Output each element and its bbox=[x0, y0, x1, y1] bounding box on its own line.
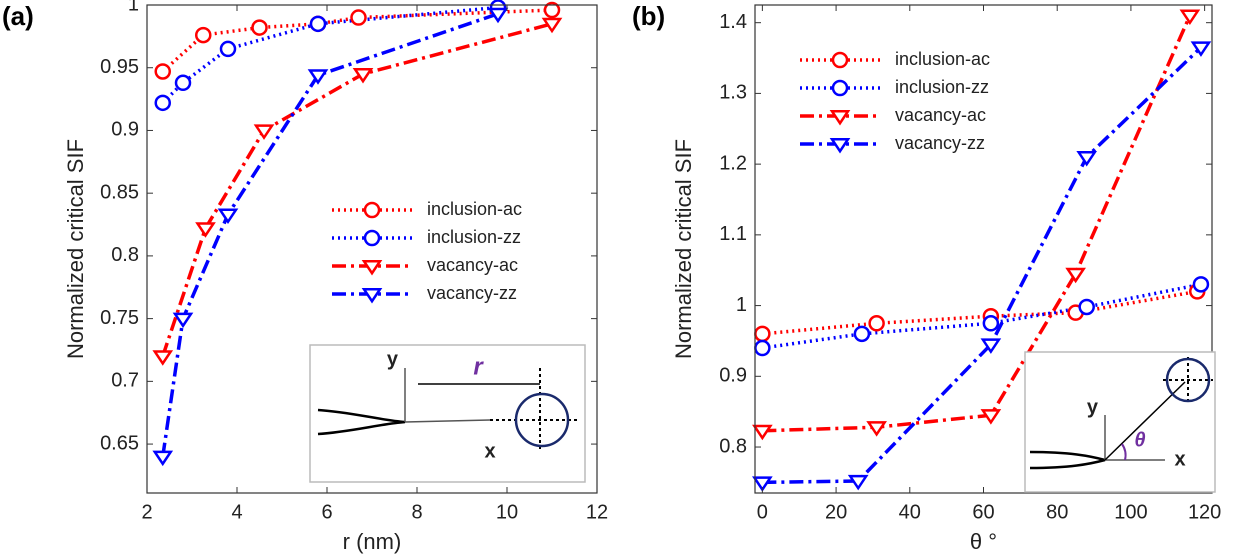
y-tick-label: 0.75 bbox=[100, 307, 139, 329]
legend-marker bbox=[829, 109, 851, 126]
marker bbox=[309, 15, 327, 33]
x-tick-label: 6 bbox=[321, 501, 332, 523]
legend-label: vacancy-zz bbox=[895, 133, 985, 153]
inset-b: y θ x bbox=[1024, 351, 1216, 493]
y-tick-label: 0.7 bbox=[111, 370, 139, 392]
marker bbox=[253, 124, 275, 140]
marker bbox=[487, 7, 509, 24]
x-tick-label: 4 bbox=[231, 501, 242, 523]
marker bbox=[352, 67, 374, 84]
marker bbox=[195, 26, 212, 44]
marker bbox=[172, 312, 194, 329]
inset-a: y r x bbox=[309, 344, 586, 483]
y-tick-label: 0.8 bbox=[111, 244, 139, 266]
marker bbox=[219, 40, 237, 58]
marker bbox=[541, 17, 563, 34]
marker bbox=[752, 476, 773, 492]
y-axis-label: Normalized critical SIF bbox=[63, 139, 88, 359]
x-tick-label: 100 bbox=[1114, 501, 1147, 523]
x-tick-label: 10 bbox=[496, 501, 518, 523]
inset-label: x bbox=[1174, 448, 1185, 470]
x-tick-label: 20 bbox=[825, 501, 847, 523]
marker bbox=[174, 74, 192, 92]
axes-frame bbox=[146, 4, 598, 494]
marker bbox=[752, 424, 773, 441]
y-tick-label: 0.65 bbox=[100, 432, 139, 454]
legend: inclusion-ac inclusion-zz vacancy-ac vacanc… bbox=[800, 49, 990, 154]
y-tick-label: 0.95 bbox=[100, 56, 139, 78]
x-axis-label: θ ° bbox=[970, 529, 997, 554]
marker bbox=[154, 94, 171, 112]
legend-marker bbox=[831, 51, 849, 69]
y-tick-label: 1.1 bbox=[719, 223, 747, 245]
y-tick-label: 1.2 bbox=[719, 152, 747, 174]
legend-marker bbox=[363, 229, 381, 247]
x-tick-label: 0 bbox=[757, 501, 768, 523]
marker bbox=[1179, 9, 1201, 26]
marker bbox=[754, 339, 771, 357]
legend-label: vacancy-zz bbox=[427, 283, 517, 303]
marker bbox=[754, 325, 771, 343]
y-tick-label: 1 bbox=[128, 0, 139, 15]
marker bbox=[853, 325, 871, 343]
x-tick-label: 12 bbox=[586, 501, 608, 523]
legend-label: vacancy-ac bbox=[427, 255, 518, 275]
x-tick-label: 120 bbox=[1188, 501, 1221, 523]
y-tick-label: 1 bbox=[736, 294, 747, 316]
marker bbox=[1078, 298, 1095, 316]
x-tick-label: 2 bbox=[141, 501, 152, 523]
marker bbox=[350, 9, 367, 26]
marker bbox=[980, 338, 1002, 354]
legend-label: inclusion-zz bbox=[427, 227, 521, 247]
x-tick-label: 80 bbox=[1046, 501, 1068, 523]
marker bbox=[152, 350, 174, 366]
y-axis-label: Normalized critical SIF bbox=[671, 139, 696, 359]
marker bbox=[1076, 151, 1098, 167]
x-tick-label: 8 bbox=[411, 501, 422, 523]
y-tick-label: 1.4 bbox=[719, 11, 747, 33]
panel-label: (a) bbox=[2, 1, 34, 31]
legend-marker bbox=[361, 287, 383, 304]
inset-label: y bbox=[1087, 396, 1099, 418]
panel-label: (b) bbox=[632, 1, 665, 31]
inset-label: x bbox=[484, 440, 495, 462]
inset-label: r bbox=[473, 353, 484, 380]
legend-label: inclusion-zz bbox=[895, 77, 989, 97]
marker bbox=[982, 315, 1000, 332]
marker bbox=[866, 421, 887, 437]
legend-marker bbox=[363, 201, 381, 219]
y-tick-label: 0.9 bbox=[719, 365, 747, 387]
series-line bbox=[762, 46, 1203, 485]
y-tick-label: 0.9 bbox=[111, 119, 139, 141]
legend-marker bbox=[361, 259, 383, 276]
x-tick-label: 60 bbox=[972, 501, 994, 523]
y-tick-label: 0.8 bbox=[719, 435, 747, 457]
inset-label: θ bbox=[1134, 429, 1145, 451]
marker bbox=[217, 208, 239, 224]
legend-label: vacancy-ac bbox=[895, 105, 986, 125]
marker bbox=[1065, 267, 1086, 284]
marker bbox=[1190, 41, 1212, 57]
marker bbox=[847, 474, 869, 491]
y-tick-label: 0.85 bbox=[100, 181, 139, 203]
legend-marker bbox=[831, 79, 849, 97]
marker bbox=[195, 222, 216, 238]
x-tick-label: 40 bbox=[899, 501, 921, 523]
marker bbox=[154, 63, 171, 80]
marker bbox=[152, 450, 174, 467]
legend: inclusion-ac inclusion-zz vacancy-ac vacanc… bbox=[332, 199, 522, 304]
marker bbox=[980, 409, 1002, 425]
y-tick-label: 1.3 bbox=[719, 82, 747, 104]
legend-label: inclusion-ac bbox=[427, 199, 522, 219]
x-axis-label: r (nm) bbox=[343, 529, 402, 554]
inset-label: y bbox=[387, 348, 399, 370]
marker bbox=[251, 19, 268, 36]
marker bbox=[868, 315, 885, 332]
marker bbox=[543, 1, 561, 19]
marker bbox=[307, 69, 329, 85]
marker bbox=[1192, 276, 1210, 293]
legend-label: inclusion-ac bbox=[895, 49, 990, 69]
legend-marker bbox=[829, 137, 851, 154]
